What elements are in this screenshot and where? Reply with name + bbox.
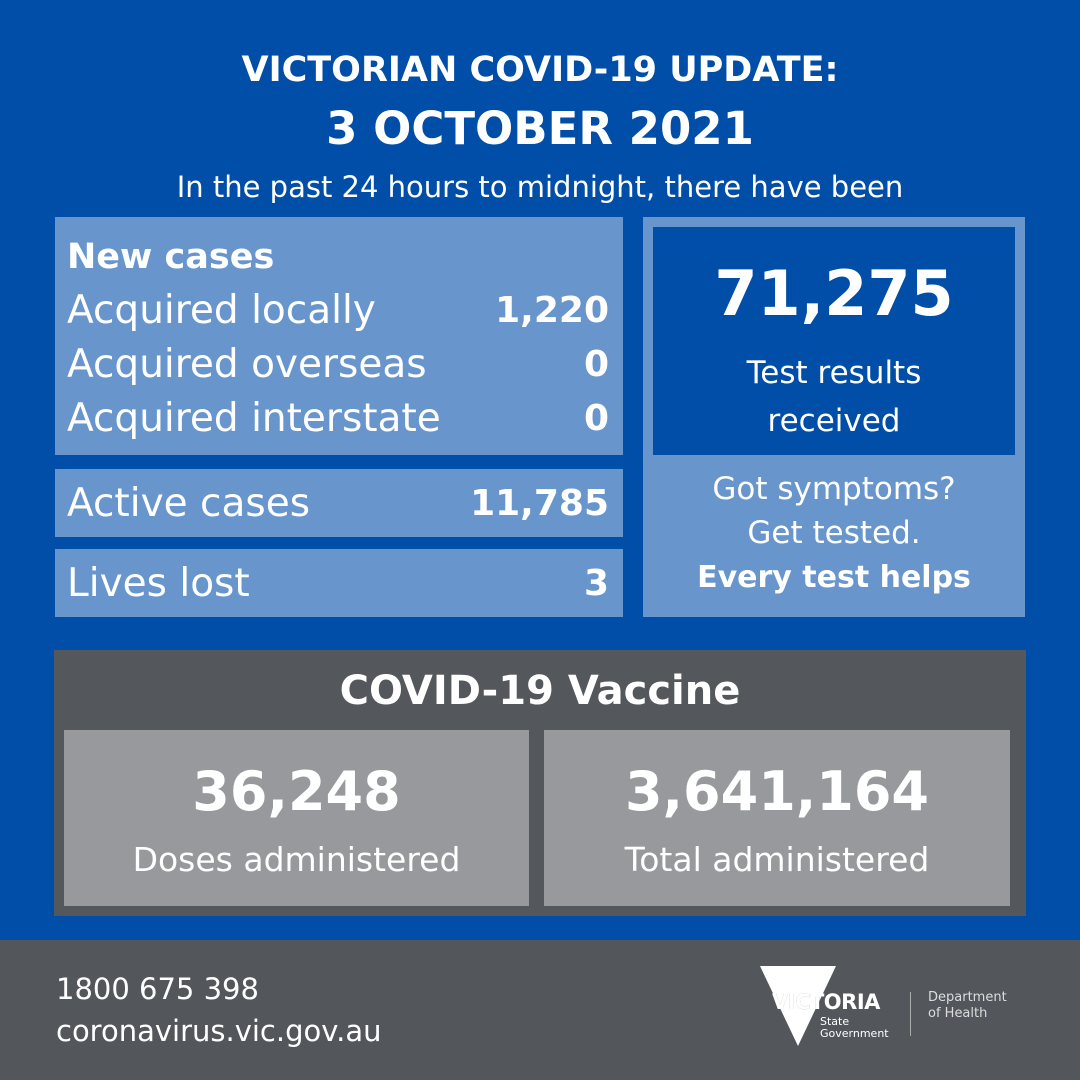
vaccine-panel: COVID-19 Vaccine 36,248 Doses administer… (54, 650, 1026, 916)
stat-label: Acquired overseas (67, 341, 427, 387)
active-cases-value: 11,785 (470, 482, 609, 524)
victoria-logo: VICTORIA State Government Department of He… (758, 964, 1038, 1054)
stat-value: 1,220 (495, 289, 609, 331)
phone-number: 1800 675 398 (56, 972, 259, 1006)
total-value: 3,641,164 (624, 760, 930, 823)
dept-text: Department (928, 990, 1007, 1005)
tests-value: 71,275 (714, 257, 954, 330)
lives-lost-label: Lives lost (67, 560, 250, 606)
logo-sub: Government (820, 1027, 889, 1040)
active-cases-panel: Active cases 11,785 (55, 469, 623, 537)
every-test-text: Every test helps (697, 560, 971, 595)
stat-row: Acquired overseas 0 (67, 337, 609, 391)
doses-panel: 36,248 Doses administered (64, 730, 529, 906)
get-tested-text: Get tested. (747, 515, 921, 551)
new-cases-heading: New cases (67, 237, 275, 277)
website-link[interactable]: coronavirus.vic.gov.au (56, 1014, 382, 1048)
stat-value: 0 (583, 397, 609, 439)
doses-label: Doses administered (132, 840, 461, 879)
stat-value: 0 (583, 343, 609, 385)
lives-lost-panel: Lives lost 3 (55, 549, 623, 617)
stat-row: Acquired locally 1,220 (67, 283, 609, 337)
stat-label: Acquired locally (67, 287, 376, 333)
logo-sub: State (820, 1015, 850, 1028)
report-date: 3 OCTOBER 2021 (326, 102, 754, 155)
tests-label: Test results (746, 355, 922, 391)
vaccine-heading: COVID-19 Vaccine (339, 668, 741, 714)
subtitle: In the past 24 hours to midnight, there … (176, 170, 904, 204)
doses-value: 36,248 (192, 760, 401, 823)
new-cases-panel: New cases Acquired locally 1,220 Acquired… (55, 217, 623, 455)
dept-text: of Health (928, 1006, 988, 1021)
logo-text: VICTORIA (772, 990, 880, 1014)
footer: 1800 675 398 coronavirus.vic.gov.au VICT… (0, 940, 1080, 1080)
triangle-logo-icon (760, 966, 836, 1046)
symptoms-text: Got symptoms? (712, 471, 956, 507)
active-cases-label: Active cases (67, 480, 311, 526)
tests-inner: 71,275 Test results received (653, 227, 1015, 455)
stat-label: Acquired interstate (67, 395, 441, 441)
total-panel: 3,641,164 Total administered (544, 730, 1010, 906)
stat-row: Acquired interstate 0 (67, 391, 609, 445)
total-label: Total administered (624, 840, 930, 879)
page-title: VICTORIAN COVID-19 UPDATE: (241, 50, 839, 90)
tests-panel: 71,275 Test results received Got symptoms… (643, 217, 1025, 617)
divider (910, 992, 911, 1036)
tests-label: received (767, 403, 901, 439)
lives-lost-value: 3 (583, 562, 609, 604)
